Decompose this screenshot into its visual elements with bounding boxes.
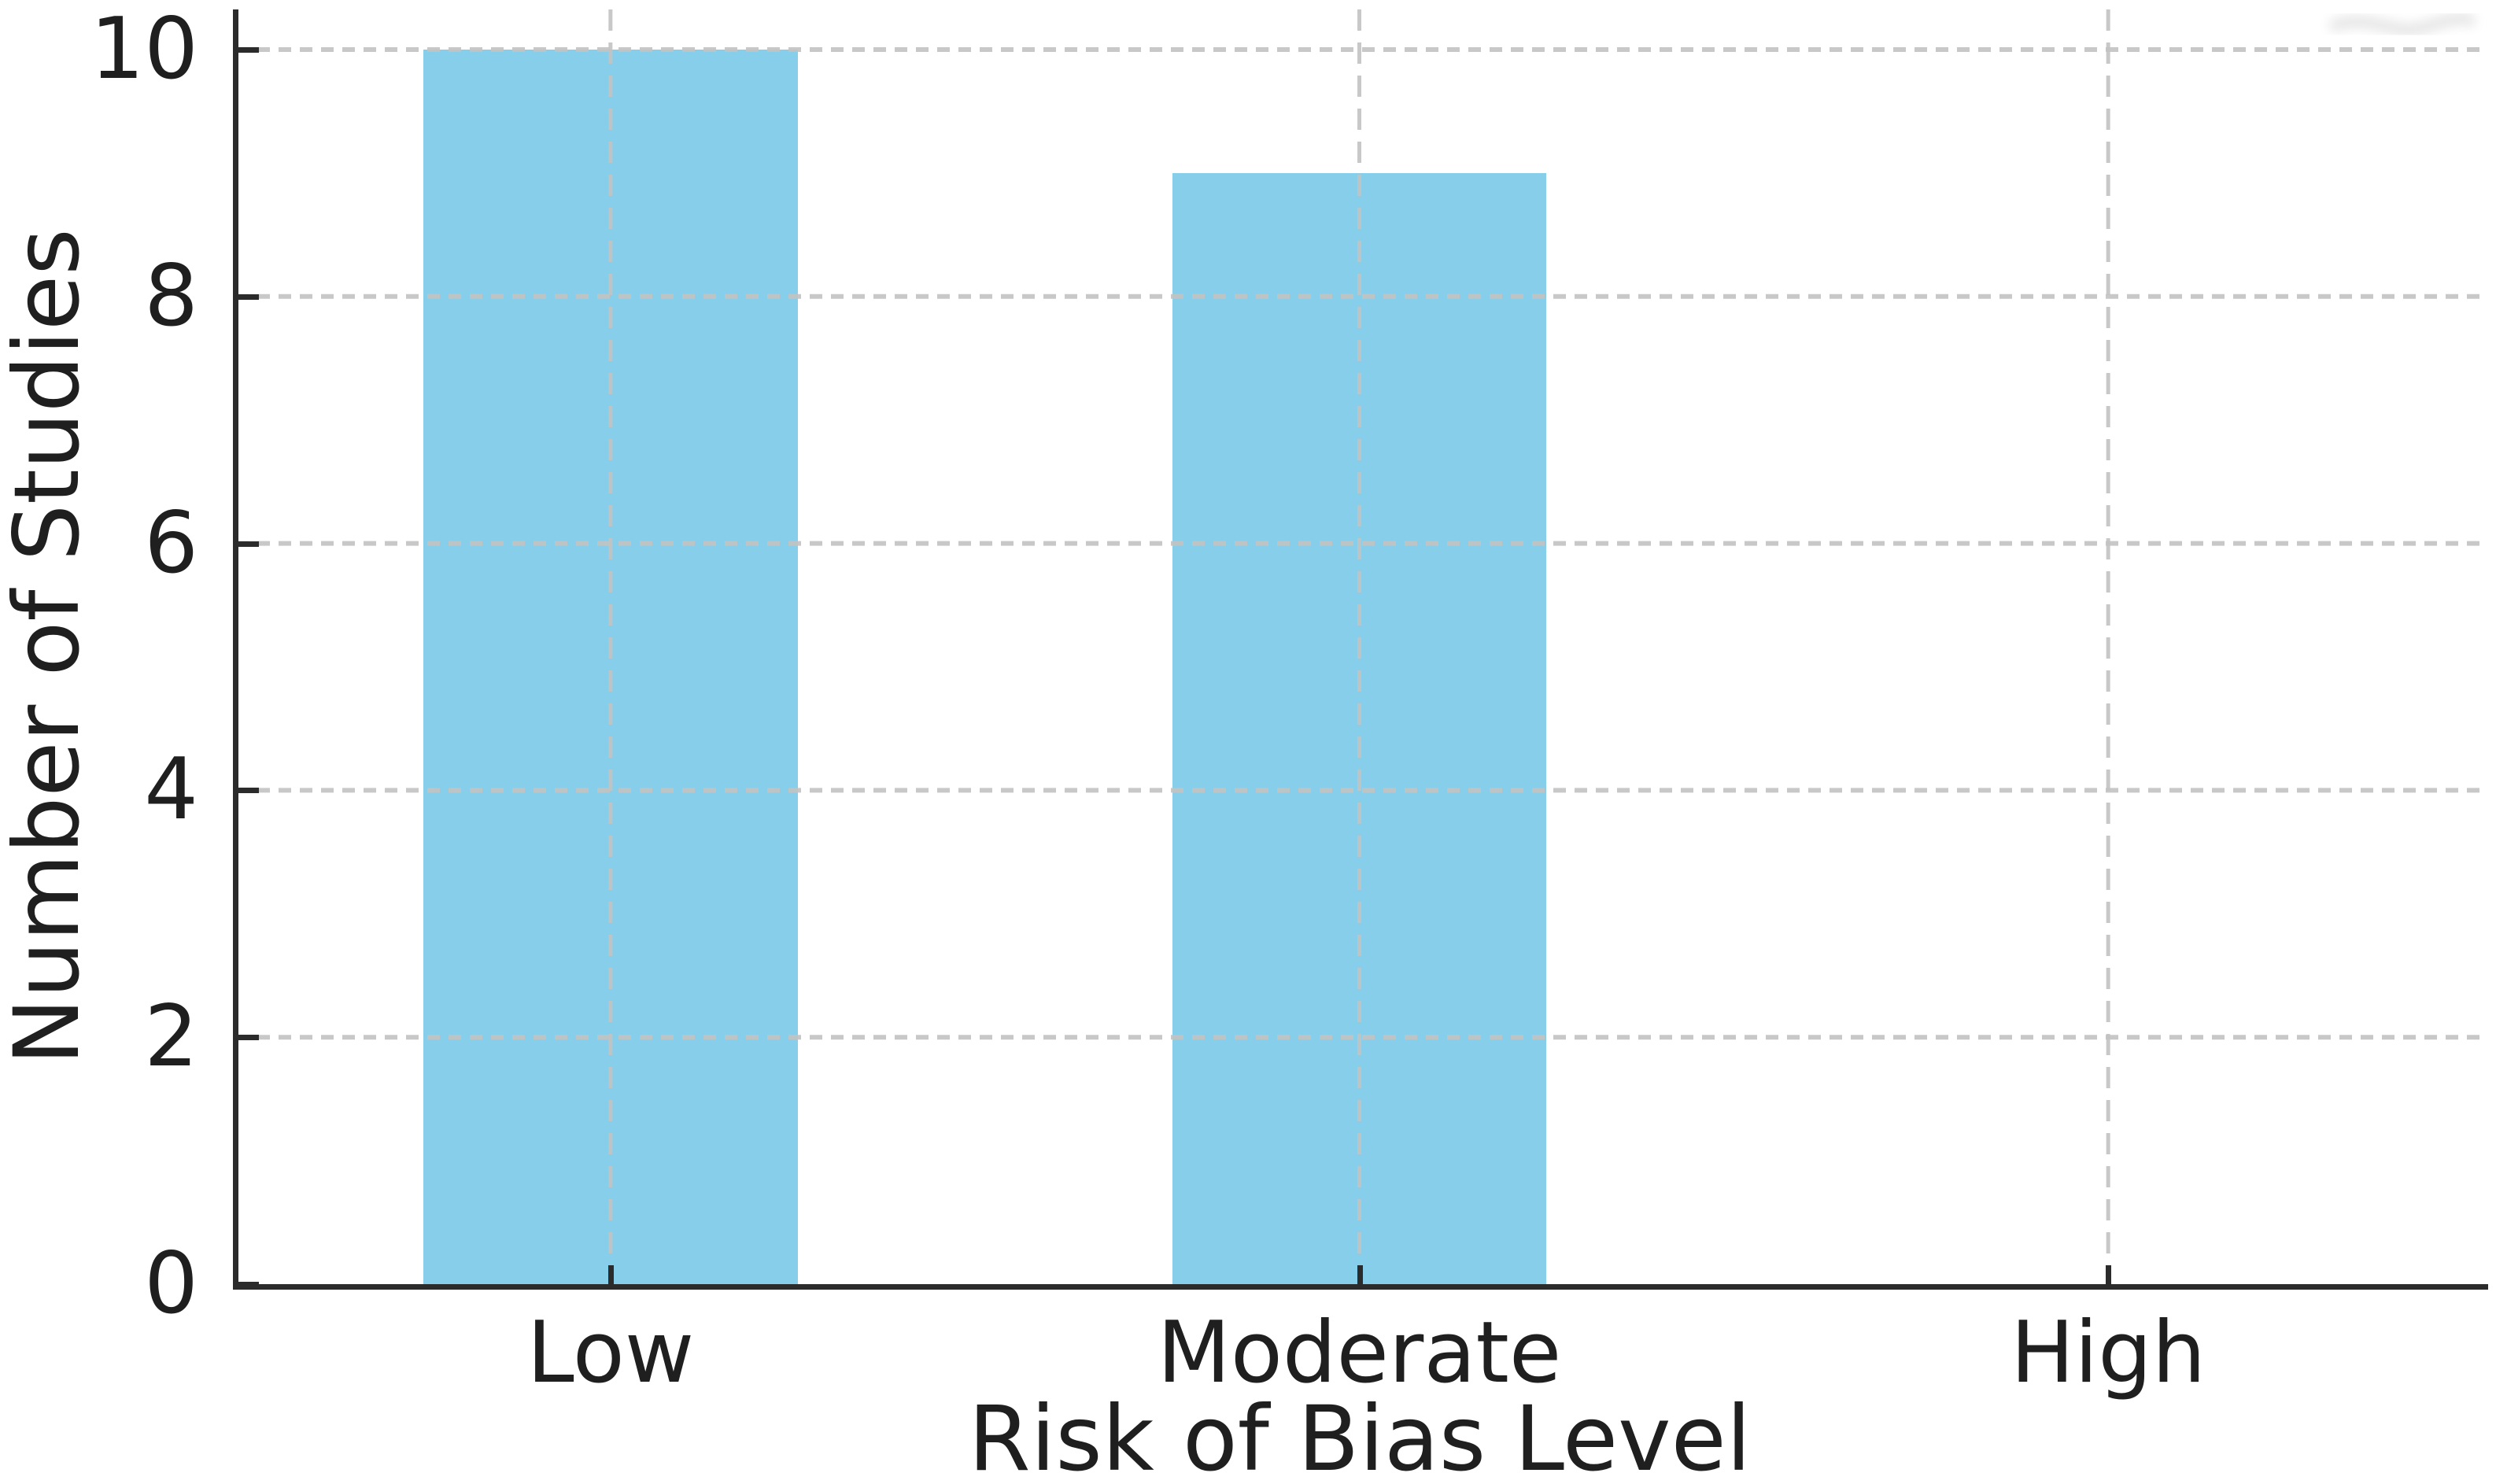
x-tick-low [607, 1265, 614, 1284]
y-axis-title: Number of Studies [0, 228, 99, 1065]
y-tick-4 [238, 788, 259, 794]
bar-low [423, 50, 798, 1284]
y-tick-6 [238, 541, 259, 547]
x-axis-spine [233, 1284, 2488, 1290]
y-tick-label-4: 4 [144, 740, 198, 840]
y-tick-label-8: 8 [144, 246, 198, 345]
x-tick-label-high: High [2010, 1304, 2206, 1402]
y-axis-spine [233, 9, 238, 1290]
x-tick-high [2106, 1265, 2112, 1284]
y-tick-label-0: 0 [144, 1235, 198, 1333]
x-tick-label-moderate: Moderate [1157, 1304, 1562, 1402]
y-tick-label-10: 10 [90, 0, 198, 98]
x-tick-label-low: Low [526, 1304, 695, 1402]
y-tick-label-2: 2 [144, 987, 198, 1087]
y-tick-2 [238, 1035, 259, 1041]
bar-moderate [1172, 172, 1547, 1284]
y-tick-10 [238, 47, 259, 53]
y-tick-label-6: 6 [144, 493, 198, 592]
x-axis-title: Risk of Bias Level [968, 1386, 1752, 1484]
x-tick-moderate [1357, 1265, 1363, 1284]
y-tick-8 [238, 293, 259, 300]
y-tick-0 [238, 1282, 259, 1287]
